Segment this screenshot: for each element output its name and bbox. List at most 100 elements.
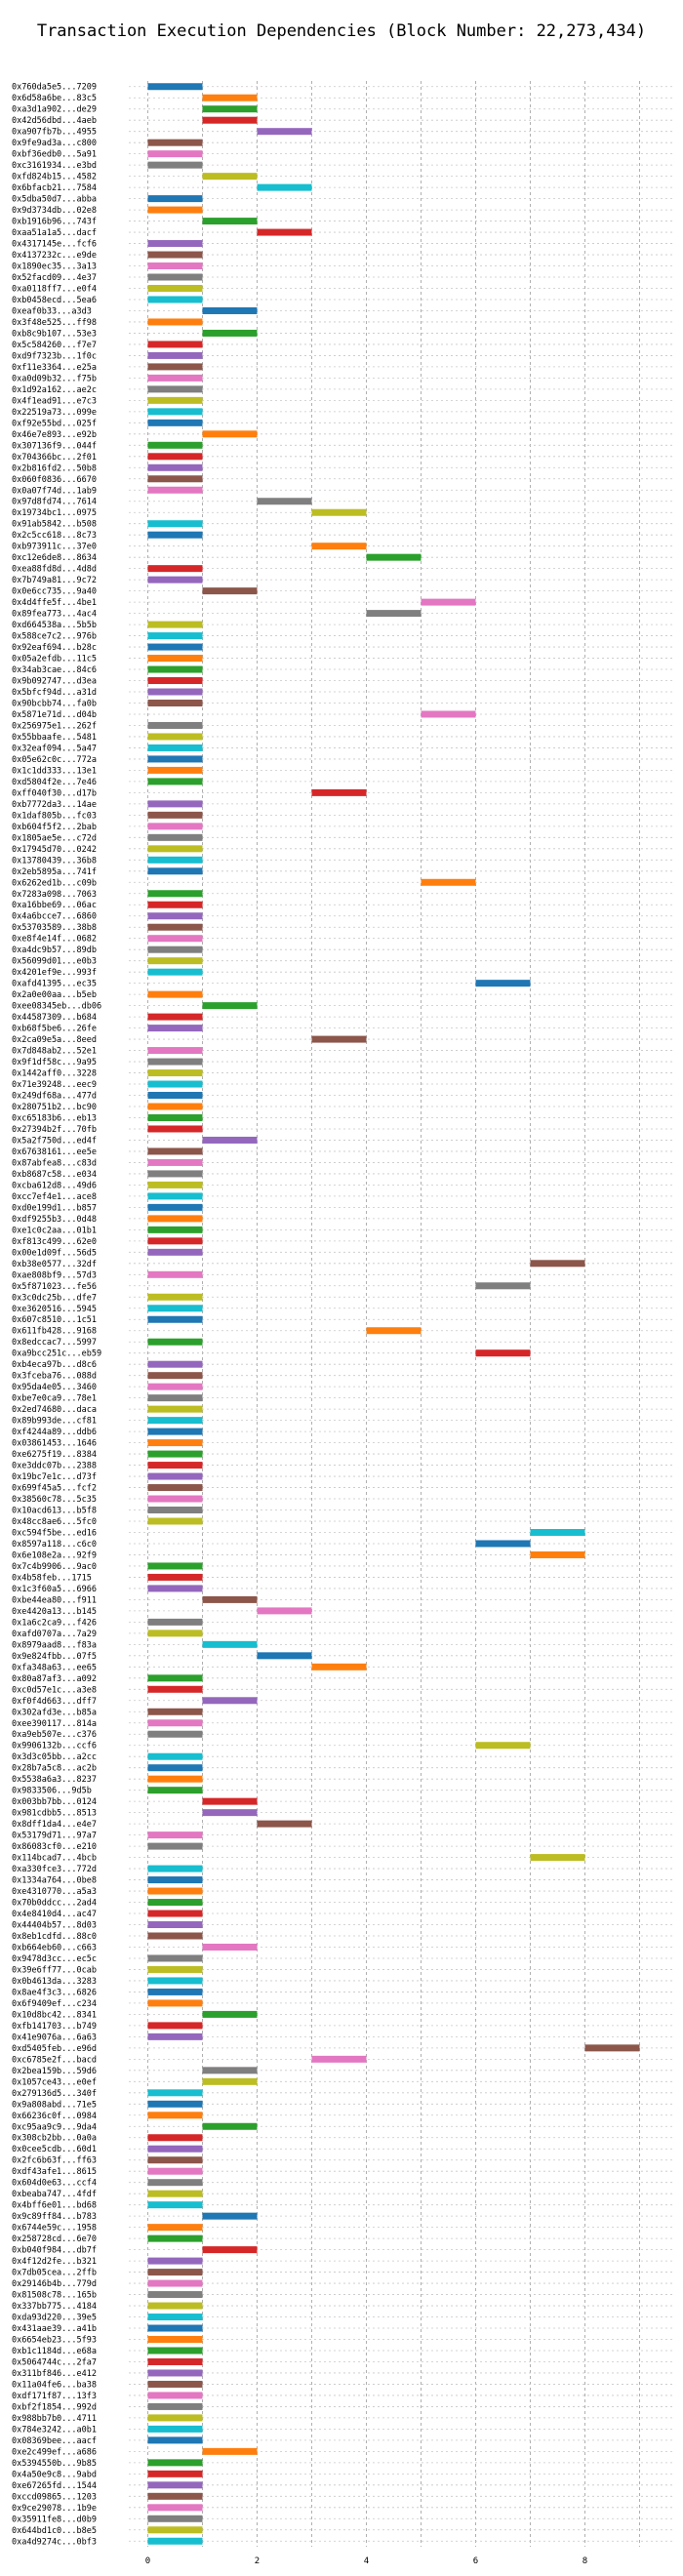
row-label: 0xa4dc9b57...89db (12, 946, 97, 955)
row-label: 0x1805ae5e...c72d (12, 833, 97, 843)
execution-bar (147, 890, 203, 898)
execution-bar (147, 2179, 203, 2187)
row-label: 0x9906132b...ccf6 (12, 1742, 97, 1751)
execution-bar (147, 990, 203, 998)
row-label: 0x7b749a81...9c72 (12, 576, 97, 585)
execution-bar (147, 912, 203, 920)
execution-bar (147, 2436, 203, 2444)
execution-bar (147, 341, 203, 348)
row-label: 0x53703589...38b8 (12, 923, 97, 933)
execution-bar (147, 2357, 203, 2365)
execution-bar (202, 2010, 258, 2018)
execution-bar (147, 1372, 203, 1380)
execution-bar (147, 2392, 203, 2399)
row-label: 0xa9bcc251c...eb59 (12, 1349, 101, 1359)
row-label: 0xf11e3364...e25a (12, 363, 97, 373)
execution-bar (147, 576, 203, 584)
row-label: 0xc594f5be...ed16 (12, 1528, 97, 1538)
execution-bar (202, 329, 258, 337)
row-label: 0xb1916b96...743f (12, 218, 97, 227)
row-label: 0x588ce7c2...976b (12, 632, 97, 642)
row-label: 0x80a87af3...a092 (12, 1674, 97, 1684)
row-label: 0x27394b2f...70fb (12, 1125, 97, 1135)
row-label: 0x35911fe8...d0b9 (12, 2515, 97, 2524)
execution-bar (147, 1203, 203, 1211)
row-label: 0x05a2efdb...11c5 (12, 655, 97, 664)
row-label: 0x87abfea8...c83d (12, 1158, 97, 1168)
execution-bar (475, 1742, 531, 1750)
execution-bar (147, 1921, 203, 1929)
x-tick-label: 8 (583, 2556, 587, 2566)
row-label: 0xb0458ecd...5ea6 (12, 296, 97, 305)
row-label: 0x03861453...1646 (12, 1439, 97, 1449)
execution-bar (147, 1507, 203, 1514)
execution-bar (147, 1685, 203, 1693)
row-label: 0x337bb775...4184 (12, 2302, 97, 2312)
execution-bar (147, 2504, 203, 2512)
row-label: 0x6262ed1b...c09b (12, 878, 97, 888)
row-label: 0x46e7e893...e92b (12, 430, 97, 440)
row-label: 0x280751b2...bc90 (12, 1103, 97, 1112)
row-label: 0xff040f30...d17b (12, 788, 97, 798)
execution-bar (147, 2201, 203, 2209)
row-label: 0x48cc8ae6...5fc0 (12, 1517, 97, 1527)
execution-bar (147, 284, 203, 292)
execution-bar (147, 2481, 203, 2489)
execution-bar (147, 150, 203, 158)
execution-bar (147, 1147, 203, 1155)
execution-bar (147, 2134, 203, 2142)
row-label: 0x611fb428...9168 (12, 1327, 97, 1337)
row-label: 0x5a2f750d...ed4f (12, 1136, 97, 1146)
execution-bar (311, 2055, 367, 2063)
execution-bar (147, 744, 203, 751)
row-label: 0xe3620516...5945 (12, 1305, 97, 1314)
row-label: 0xd0e199d1...b857 (12, 1203, 97, 1213)
execution-bar (147, 1573, 203, 1581)
x-tick-label: 0 (145, 2556, 150, 2566)
execution-bar (147, 1405, 203, 1413)
row-label: 0xc0d57e1c...a3e8 (12, 1685, 97, 1695)
execution-bar (147, 867, 203, 875)
x-axis-ticks: 0 2 4 6 8 (145, 2556, 587, 2566)
execution-bar (147, 441, 203, 449)
execution-bar (147, 946, 203, 953)
execution-bar (202, 94, 258, 101)
row-label: 0xd664538a...5b5b (12, 621, 97, 630)
execution-bar (147, 1394, 203, 1402)
execution-bar (147, 486, 203, 494)
row-label: 0xae808bf9...57d3 (12, 1270, 97, 1280)
row-label: 0xa16bbe69...06ac (12, 901, 97, 910)
row-label: 0xc3161934...e3bd (12, 161, 97, 171)
execution-bar (475, 980, 531, 987)
execution-bar (147, 565, 203, 573)
row-label: 0x6d58a6be...83c5 (12, 94, 97, 103)
execution-bar (147, 195, 203, 203)
execution-bar (147, 296, 203, 303)
execution-bar (147, 688, 203, 696)
row-label: 0x9fe9ad3a...c800 (12, 139, 97, 148)
execution-bar (147, 1977, 203, 1985)
row-label: 0x92eaf694...b28c (12, 643, 97, 653)
execution-bar (147, 923, 203, 931)
execution-bar (475, 1282, 531, 1290)
row-label: 0x8dff1da4...e4e7 (12, 1820, 97, 1830)
execution-bar (311, 508, 367, 516)
execution-bar (530, 1854, 585, 1862)
execution-bar (257, 1652, 312, 1660)
row-label: 0x604d0e63...ccf4 (12, 2179, 97, 2189)
row-label: 0x9b092747...d3ea (12, 677, 97, 687)
row-label: 0x258728cd...6e70 (12, 2234, 97, 2244)
execution-bar (147, 2492, 203, 2500)
row-label: 0x81508c78...165b (12, 2291, 97, 2301)
execution-bar (147, 1887, 203, 1895)
execution-bar (147, 1439, 203, 1447)
row-label: 0xee08345eb...db06 (12, 1002, 101, 1012)
execution-bar (147, 83, 203, 91)
execution-bar (147, 1293, 203, 1301)
execution-bar (147, 2526, 203, 2534)
row-label: 0x302afd3e...b85a (12, 1708, 97, 1717)
execution-bar (147, 2033, 203, 2040)
chart-title: Transaction Execution Dependencies (Bloc… (36, 21, 647, 41)
execution-bar (147, 1562, 203, 1570)
